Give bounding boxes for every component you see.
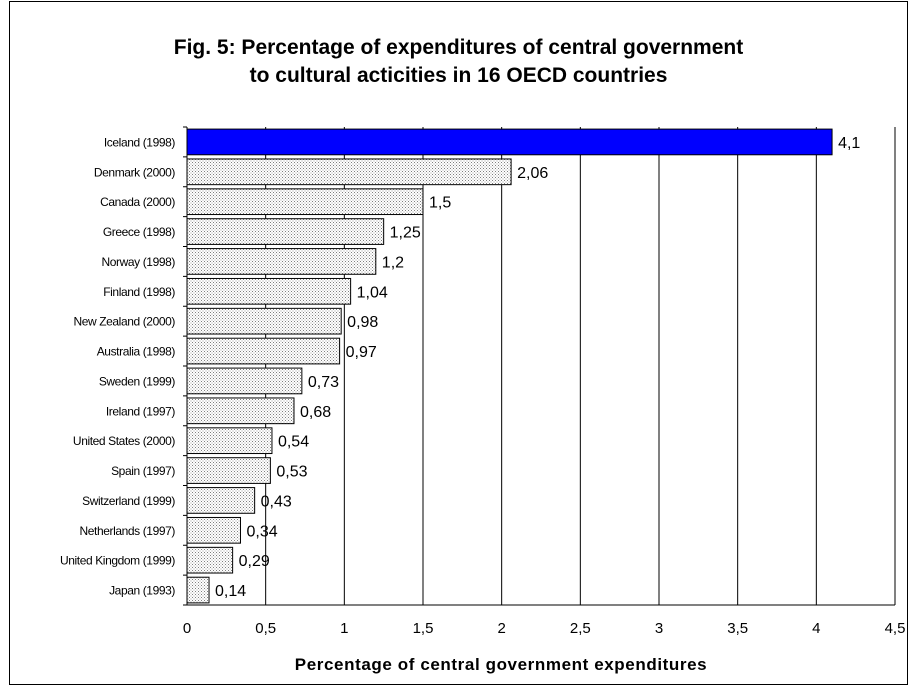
category-label: Ireland (1997)	[106, 404, 176, 418]
category-label: Netherlands (1997)	[79, 524, 175, 538]
value-label: 0,53	[276, 464, 307, 481]
bar	[186, 307, 342, 335]
bar	[186, 576, 210, 604]
x-tick-label: 1,5	[413, 620, 434, 637]
category-label: Spain (1997)	[111, 464, 175, 478]
x-tick-label: 3,5	[727, 620, 748, 637]
value-label: 0,97	[346, 344, 377, 361]
category-label: Denmark (2000)	[94, 165, 176, 179]
category-label: Australia (1998)	[97, 345, 176, 359]
bar	[186, 457, 271, 484]
value-label: 0,43	[261, 493, 292, 510]
category-label: Switzerland (1999)	[82, 494, 175, 508]
category-label: Greece (1998)	[103, 225, 176, 239]
value-label: 1,25	[390, 225, 421, 242]
x-tick-label: 2	[497, 620, 505, 637]
axes: 0 0,5 1 1,5 2 2,5 3 3,5 4 4,5 Iceland (1998) 4,1 Den…	[60, 126, 906, 637]
bar	[186, 218, 385, 245]
chart-title-line-2: to cultural acticities in 16 OECD countr…	[249, 64, 668, 87]
category-label: United Kingdom (1999)	[60, 554, 175, 568]
value-label: 0,14	[215, 583, 246, 600]
value-label: 4,1	[838, 135, 860, 152]
x-tick-label: 3	[655, 620, 663, 637]
chart-frame: Fig. 5: Percentage of expenditures of ce…	[9, 1, 908, 685]
x-tick-label: 0,5	[255, 620, 276, 637]
bar	[186, 397, 295, 425]
value-label: 0,34	[246, 523, 277, 540]
value-label: 1,04	[357, 284, 388, 301]
bar	[186, 337, 341, 365]
bar	[186, 516, 241, 544]
category-label: Finland (1998)	[103, 285, 175, 299]
category-label: United States (2000)	[73, 434, 175, 448]
value-label: 0,98	[347, 314, 378, 331]
bar	[186, 367, 303, 395]
bar	[186, 427, 273, 455]
category-label: Norway (1998)	[102, 255, 176, 269]
value-label: 0,68	[300, 404, 331, 421]
value-label: 0,29	[239, 553, 270, 570]
bar	[186, 546, 234, 574]
category-label: New Zealand (2000)	[73, 315, 175, 329]
category-label: Canada (2000)	[100, 195, 175, 209]
value-label: 0,73	[308, 374, 339, 391]
value-label: 2,06	[517, 165, 548, 182]
bar	[186, 158, 512, 186]
bar	[186, 487, 256, 514]
x-tick-label: 0	[183, 620, 191, 637]
x-tick-label: 4,5	[885, 620, 906, 637]
bar	[186, 277, 352, 305]
value-label: 0,54	[278, 434, 309, 451]
category-label: Sweden (1999)	[99, 374, 176, 388]
bars	[186, 128, 833, 604]
category-label: Iceland (1998)	[104, 135, 176, 149]
value-label: 1,5	[429, 195, 451, 212]
bar	[186, 248, 377, 275]
bar	[186, 128, 833, 156]
bar	[186, 188, 424, 216]
x-tick-label: 2,5	[570, 620, 591, 637]
x-tick-label: 1	[340, 620, 348, 637]
x-tick-label: 4	[812, 620, 820, 637]
x-axis-title: Percentage of central government expendi…	[295, 655, 707, 674]
value-label: 1,2	[382, 254, 404, 271]
category-label: Japan (1993)	[109, 584, 175, 598]
chart-title-line-1: Fig. 5: Percentage of expenditures of ce…	[173, 36, 744, 59]
chart-title: Fig. 5: Percentage of expenditures of ce…	[10, 34, 907, 90]
